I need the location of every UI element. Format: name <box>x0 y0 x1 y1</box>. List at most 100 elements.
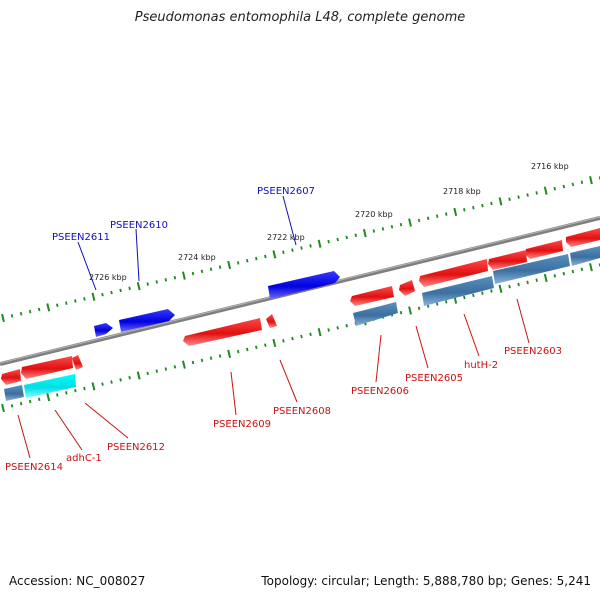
gene-label-pseen2610[interactable]: PSEEN2610 <box>110 220 168 231</box>
minor-tick <box>164 367 168 371</box>
minor-tick <box>173 275 177 280</box>
minor-tick <box>526 193 529 197</box>
minor-tick <box>155 280 159 284</box>
major-tick <box>1 313 5 323</box>
minor-tick <box>19 401 23 406</box>
gene-pseen2607[interactable] <box>268 271 340 299</box>
gene-2603b[interactable] <box>525 240 563 259</box>
gene-pseen2610[interactable] <box>119 309 175 332</box>
minor-tick <box>300 334 303 339</box>
gene-label-pseen2612[interactable]: PSEEN2612 <box>107 442 165 453</box>
gene-pseen2611[interactable] <box>94 323 113 337</box>
gene-label-pseen2611[interactable]: PSEEN2611 <box>52 232 110 243</box>
minor-tick <box>28 309 32 314</box>
minor-tick <box>146 282 149 286</box>
gene-label-pseen2603[interactable]: PSEEN2603 <box>504 346 562 357</box>
minor-tick <box>128 286 131 291</box>
minor-tick <box>309 332 312 337</box>
leader-line <box>463 313 480 357</box>
gene-adhc-1[interactable] <box>21 356 73 379</box>
gene-label-pseen2606[interactable]: PSEEN2606 <box>351 386 409 397</box>
minor-tick <box>444 212 448 216</box>
minor-tick <box>83 297 86 301</box>
major-tick <box>91 382 96 391</box>
minor-tick <box>535 191 538 195</box>
minor-tick <box>336 237 339 242</box>
leader-line <box>516 298 530 344</box>
leader-line <box>84 402 129 439</box>
minor-tick <box>327 239 330 244</box>
minor-tick <box>101 382 104 386</box>
major-tick <box>543 186 548 195</box>
major-tick <box>272 338 277 348</box>
gene-pseen2614[interactable] <box>1 369 21 385</box>
major-tick <box>1 403 5 413</box>
minor-tick <box>580 267 584 272</box>
minor-tick <box>236 349 240 354</box>
major-tick <box>136 282 141 291</box>
minor-tick <box>218 354 222 358</box>
major-tick <box>182 360 186 369</box>
minor-tick <box>110 380 113 384</box>
tick-label: 2716 kbp <box>531 162 569 171</box>
map-title: Pseudomonas entomophila L48, complete ge… <box>134 10 466 25</box>
major-tick <box>182 271 186 280</box>
minor-tick <box>56 303 59 308</box>
gene-label-pseen2614[interactable]: PSEEN2614 <box>5 462 63 473</box>
gene-label-pseen2609[interactable]: PSEEN2609 <box>213 419 271 430</box>
minor-tick <box>164 278 168 282</box>
major-tick <box>46 393 51 402</box>
gene-small-red[interactable] <box>399 280 415 296</box>
minor-tick <box>10 314 14 318</box>
gene-pseen2612[interactable] <box>72 355 83 370</box>
gene-pseen2606[interactable] <box>350 286 394 306</box>
minor-tick <box>571 269 575 274</box>
rna-gene[interactable] <box>422 276 494 306</box>
minor-tick <box>490 289 493 293</box>
minor-tick <box>399 310 403 315</box>
rna-gene[interactable] <box>493 254 570 284</box>
genome-stats: Topology: circular; Length: 5,888,780 bp… <box>261 574 591 588</box>
minor-tick <box>481 291 484 295</box>
minor-tick <box>463 208 466 212</box>
minor-tick <box>65 301 68 305</box>
gene-label-pseen2607[interactable]: PSEEN2607 <box>257 186 315 197</box>
major-tick <box>136 371 141 380</box>
minor-tick <box>209 356 213 360</box>
minor-tick <box>372 229 376 233</box>
leader-line <box>282 195 297 246</box>
minor-tick <box>426 216 430 221</box>
minor-tick <box>472 205 475 210</box>
rna-gene-highlight[interactable] <box>24 374 76 398</box>
gene-label-adhc-1[interactable]: adhC-1 <box>66 453 102 464</box>
major-tick <box>543 273 548 283</box>
rna-gene[interactable] <box>353 302 398 326</box>
tick-label: 2726 kbp <box>89 273 127 282</box>
minor-tick <box>336 326 339 330</box>
gene-label-pseen2605[interactable]: PSEEN2605 <box>405 373 463 384</box>
rna-gene[interactable] <box>570 246 600 266</box>
gene-pseen2603[interactable] <box>566 228 600 247</box>
minor-tick <box>218 265 222 269</box>
minor-tick <box>28 399 32 404</box>
minor-tick <box>19 311 23 316</box>
major-tick <box>408 306 412 315</box>
gene-pseen2609[interactable] <box>183 318 262 346</box>
major-tick <box>408 218 412 227</box>
minor-tick <box>562 271 566 276</box>
gene-pseen2608[interactable] <box>266 314 277 328</box>
minor-tick <box>245 347 249 352</box>
minor-tick <box>264 254 267 259</box>
gene-pseen2605[interactable] <box>419 259 488 287</box>
minor-tick <box>472 293 475 298</box>
minor-tick <box>37 397 41 402</box>
major-tick <box>317 239 322 248</box>
minor-tick <box>119 378 122 382</box>
gene-label-pseen2608[interactable]: PSEEN2608 <box>273 406 331 417</box>
rna-gene[interactable] <box>4 385 24 401</box>
gene-huth-2[interactable] <box>488 250 527 270</box>
minor-tick <box>264 343 267 347</box>
gene-label-huth-2[interactable]: hutH-2 <box>464 360 498 371</box>
minor-tick <box>191 360 195 365</box>
